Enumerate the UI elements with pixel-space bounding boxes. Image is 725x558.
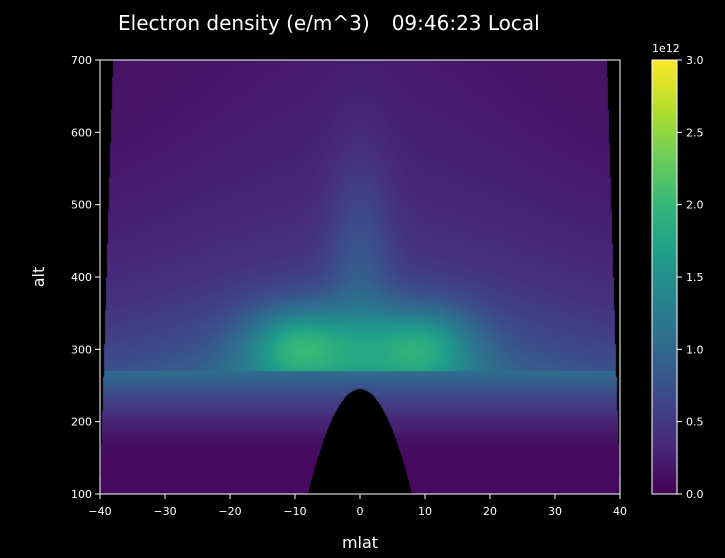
- x-tick-label: −40: [88, 505, 111, 518]
- colorbar-tick-label: 1.0: [686, 343, 704, 356]
- x-axis-label: mlat: [342, 533, 378, 552]
- chart-title: Electron density (e/m^3) 09:46:23 Local: [118, 11, 540, 35]
- y-tick-label: 100: [71, 488, 92, 501]
- colorbar-tick-label: 0.5: [686, 416, 704, 429]
- x-tick-label: 40: [613, 505, 627, 518]
- x-tick-label: 0: [357, 505, 364, 518]
- y-axis: 100 200 300 400 500 600 700: [71, 54, 100, 501]
- y-axis-label: alt: [29, 267, 48, 288]
- y-tick-label: 600: [71, 126, 92, 139]
- heatmap-plot: [99, 59, 621, 495]
- colorbar-tick-label: 0.0: [686, 488, 704, 501]
- colorbar-tick-label: 3.0: [686, 54, 704, 67]
- colorbar-tick-label: 1.5: [686, 271, 704, 284]
- density-heatmap: [100, 60, 620, 494]
- x-tick-label: −10: [283, 505, 306, 518]
- colorbar: 1e12 0.0 0.5 1.0 1.5 2.0 2.5 3.0: [651, 42, 704, 501]
- y-tick-label: 700: [71, 54, 92, 67]
- colorbar-tick-label: 2.5: [686, 126, 704, 139]
- colorbar-ticks: 0.0 0.5 1.0 1.5 2.0 2.5 3.0: [677, 54, 704, 501]
- x-tick-label: 10: [418, 505, 432, 518]
- x-tick-label: 30: [548, 505, 562, 518]
- colorbar-gradient: [651, 59, 678, 495]
- y-tick-label: 400: [71, 271, 92, 284]
- y-tick-label: 200: [71, 416, 92, 429]
- x-tick-label: −30: [153, 505, 176, 518]
- x-tick-label: −20: [218, 505, 241, 518]
- colorbar-tick-label: 2.0: [686, 199, 704, 212]
- x-tick-label: 20: [483, 505, 497, 518]
- y-tick-label: 500: [71, 199, 92, 212]
- x-axis: −40 −30 −20 −10 0 10 20 30 40: [88, 494, 627, 518]
- y-tick-label: 300: [71, 343, 92, 356]
- colorbar-multiplier: 1e12: [652, 42, 680, 55]
